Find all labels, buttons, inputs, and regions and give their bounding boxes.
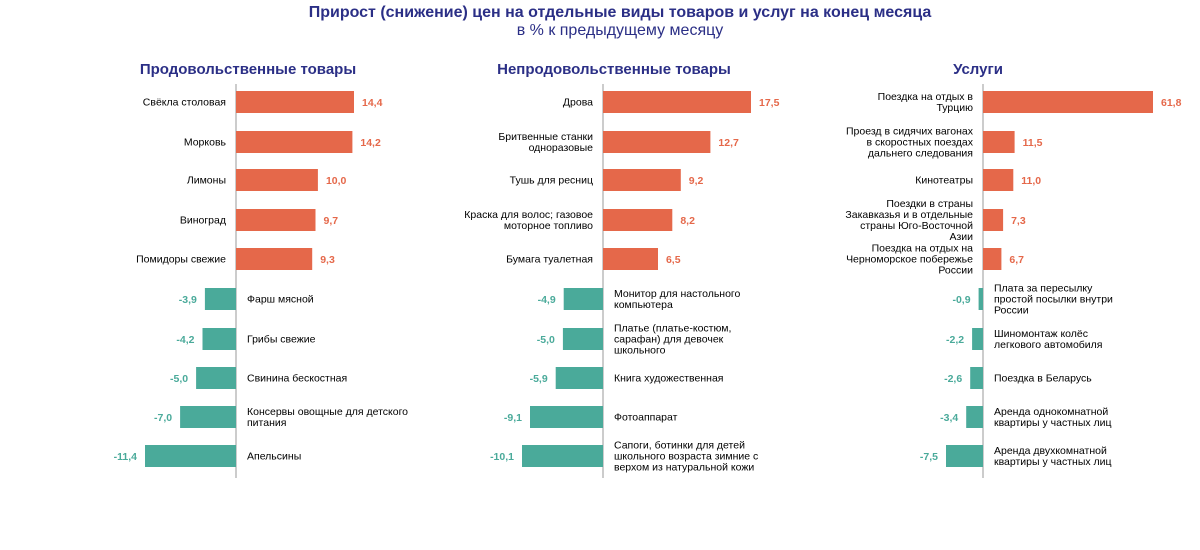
category-label: Монитор для настольного компьютера [614, 288, 741, 311]
category-label: Лимоны [187, 175, 226, 187]
data-label: -0,9 [952, 294, 970, 306]
category-label: Апельсины [247, 451, 301, 463]
bar [978, 288, 983, 310]
category-label: Краска для волос; газовое моторное топлив… [464, 209, 593, 232]
data-label: 10,0 [326, 175, 347, 187]
data-label: -5,0 [537, 334, 555, 346]
bar [196, 367, 236, 389]
bar [530, 406, 603, 428]
category-label: Поездка на отдых в Турцию [878, 91, 974, 114]
bar [603, 209, 673, 231]
bar [236, 169, 318, 191]
category-label: Свинина бескостная [247, 373, 347, 385]
panel-title: Продовольственные товары [140, 61, 356, 78]
bar [202, 328, 236, 350]
data-label: -5,0 [170, 373, 188, 385]
bar [946, 445, 983, 467]
panel-title: Услуги [953, 61, 1003, 78]
category-label: Аренда двухкомнатной квартиры у частных л… [994, 445, 1112, 468]
category-label: Поездка в Беларусь [994, 373, 1092, 385]
data-label: 6,5 [666, 254, 681, 266]
data-label: 12,7 [718, 137, 739, 149]
bar [555, 367, 603, 389]
category-label: Грибы свежие [247, 334, 316, 346]
bar [180, 406, 236, 428]
category-label: Фотоаппарат [614, 412, 678, 424]
bar [563, 288, 603, 310]
data-label: -11,4 [114, 451, 138, 463]
data-label: -10,1 [490, 451, 514, 463]
bar [983, 131, 1015, 153]
bar [204, 288, 236, 310]
bar [236, 209, 316, 231]
data-label: 6,7 [1009, 254, 1024, 266]
category-label: Аренда однокомнатной квартиры у частных л… [994, 406, 1112, 429]
category-label: Сапоги, ботинки для детей школьного возра… [614, 440, 758, 474]
data-label: 9,7 [323, 215, 338, 227]
data-label: 9,3 [320, 254, 335, 266]
category-label: Книга художественная [614, 373, 723, 385]
chart-subtitle: в % к предыдущему месяцу [516, 22, 724, 39]
bar [983, 91, 1153, 113]
bar [236, 248, 313, 270]
data-label: 7,3 [1011, 215, 1026, 227]
data-label: 9,2 [689, 175, 704, 187]
data-label: -3,9 [179, 294, 197, 306]
bar [970, 367, 983, 389]
category-label: Виноград [180, 215, 226, 227]
category-label: Проезд в сидячих вагонах в скоростных пое… [846, 126, 974, 160]
bar [983, 209, 1004, 231]
category-label: Плата за пересылку простой посылки внутри… [994, 283, 1113, 317]
bar [603, 91, 751, 113]
bar [562, 328, 603, 350]
data-label: -2,6 [944, 373, 962, 385]
data-label: -5,9 [530, 373, 548, 385]
bar [522, 445, 603, 467]
data-label: 14,2 [360, 137, 381, 149]
bar [603, 131, 711, 153]
data-label: 8,2 [680, 215, 695, 227]
category-label: Бумага туалетная [506, 254, 593, 266]
data-label: -3,4 [940, 412, 958, 424]
category-label: Поездка на отдых на Черноморское побережь… [846, 243, 973, 277]
data-label: 11,5 [1023, 137, 1043, 149]
category-label: Поездки в страны Закавказья и в отдельные… [845, 198, 973, 243]
category-label: Морковь [184, 137, 227, 149]
data-label: -9,1 [504, 412, 522, 424]
data-label: -2,2 [946, 334, 964, 346]
category-label: Консервы овощные для детского питания [247, 406, 408, 429]
bar [966, 406, 983, 428]
category-label: Дрова [563, 97, 593, 109]
category-label: Помидоры свежие [136, 254, 226, 266]
category-label: Платье (платье-костюм, сарафан) для девоч… [614, 323, 731, 357]
category-label: Фарш мясной [247, 294, 314, 306]
bar [603, 169, 681, 191]
panel-title: Непродовольственные товары [497, 61, 731, 78]
data-label: 17,5 [759, 97, 780, 109]
category-label: Шиномонтаж колёс легкового автомобиля [994, 328, 1102, 351]
data-label: 14,4 [362, 97, 383, 109]
bar [145, 445, 236, 467]
data-label: 11,0 [1021, 175, 1041, 187]
chart-title: Прирост (снижение) цен на отдельные виды… [308, 4, 932, 21]
category-label: Свёкла столовая [143, 97, 226, 109]
data-label: 61,8 [1161, 97, 1182, 109]
data-label: -7,0 [154, 412, 172, 424]
bar [236, 131, 353, 153]
bar [236, 91, 354, 113]
data-label: -4,9 [538, 294, 556, 306]
bar [972, 328, 983, 350]
data-label: -7,5 [920, 451, 938, 463]
bar [983, 169, 1014, 191]
bar [983, 248, 1002, 270]
category-label: Тушь для ресниц [510, 175, 593, 187]
data-label: -4,2 [176, 334, 194, 346]
bar [603, 248, 658, 270]
category-label: Бритвенные станки одноразовые [498, 131, 593, 154]
category-label: Кинотеатры [915, 175, 973, 187]
